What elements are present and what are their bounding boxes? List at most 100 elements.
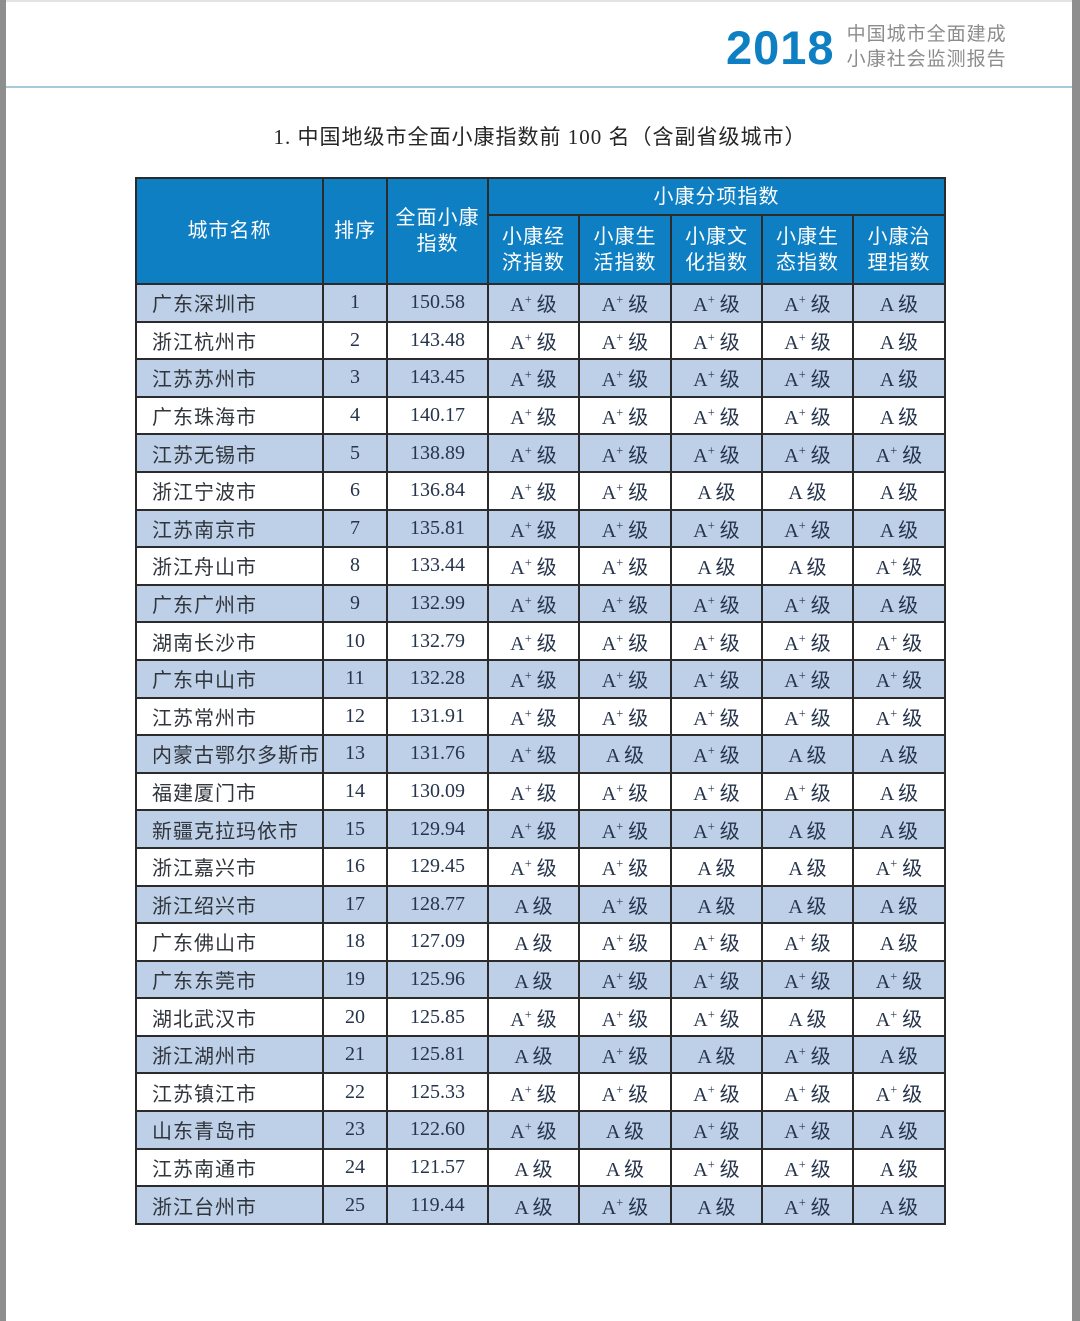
city-cell: 浙江嘉兴市 — [135, 846, 324, 887]
grade-cell: A+ 级 — [487, 809, 580, 849]
grade-cell: A+ 级 — [761, 658, 854, 699]
grade-cell: A+ 级 — [578, 771, 672, 812]
overall-index-cell: 125.85 — [386, 997, 489, 1037]
grade-cell: A+ 级 — [487, 395, 580, 436]
grade-cell: A+ 级 — [578, 884, 672, 925]
city-cell: 新疆克拉玛依市 — [135, 809, 324, 849]
grade-cell: A+ 级 — [487, 846, 580, 887]
grade-cell: A+ 级 — [578, 959, 672, 1000]
grade-cell: A+ 级 — [487, 583, 580, 624]
grade-cell: A+ 级 — [487, 433, 580, 473]
grade-cell: A+ 级 — [670, 922, 763, 962]
grade-cell: A 级 — [851, 395, 947, 436]
city-cell: 浙江绍兴市 — [135, 884, 324, 925]
grade-cell: A+ 级 — [487, 470, 580, 511]
city-cell: 江苏苏州市 — [135, 358, 324, 398]
city-cell: 广东佛山市 — [135, 922, 324, 962]
rank-cell: 13 — [322, 734, 388, 774]
grade-cell: A+ 级 — [578, 621, 672, 661]
table-row: 江苏无锡市 5 138.89 A+ 级 A+ 级 A+ 级 A+ 级 A+ 级 — [135, 433, 947, 473]
grade-cell: A+ 级 — [578, 470, 672, 511]
grade-cell: A+ 级 — [670, 696, 763, 737]
grade-cell: A+ 级 — [851, 997, 947, 1037]
city-cell: 福建厦门市 — [135, 771, 324, 812]
rank-cell: 18 — [322, 922, 388, 962]
grade-cell: A+ 级 — [761, 771, 854, 812]
grade-cell: A 级 — [851, 1034, 947, 1075]
grade-cell: A 级 — [487, 922, 580, 962]
rank-cell: 24 — [322, 1147, 388, 1188]
grade-cell: A 级 — [761, 734, 854, 774]
rank-cell: 11 — [322, 658, 388, 699]
grade-cell: A 级 — [851, 508, 947, 549]
grade-cell: A+ 级 — [670, 433, 763, 473]
report-brand: 2018 中国城市全面建成 小康社会监测报告 — [726, 22, 1007, 72]
overall-index-cell: 119.44 — [386, 1185, 489, 1225]
grade-cell: A+ 级 — [851, 959, 947, 1000]
grade-cell: A+ 级 — [670, 809, 763, 849]
grade-cell: A+ 级 — [670, 771, 763, 812]
grade-cell: A 级 — [851, 1147, 947, 1188]
grade-cell: A+ 级 — [578, 809, 672, 849]
grade-cell: A 级 — [670, 846, 763, 887]
rank-cell: 25 — [322, 1185, 388, 1225]
overall-index-cell: 138.89 — [386, 433, 489, 473]
grade-cell: A+ 级 — [761, 1185, 854, 1225]
table-title: 1. 中国地级市全面小康指数前 100 名（含副省级城市） — [273, 125, 807, 149]
city-cell: 湖南长沙市 — [135, 621, 324, 661]
grade-cell: A+ 级 — [670, 621, 763, 661]
city-cell: 江苏无锡市 — [135, 433, 324, 473]
table-row: 湖南长沙市 10 132.79 A+ 级 A+ 级 A+ 级 A+ 级 A+ 级 — [135, 621, 947, 661]
overall-index-cell: 132.28 — [386, 658, 489, 699]
grade-cell: A 级 — [670, 546, 763, 586]
col-header-culture: 小康文 化指数 — [670, 214, 763, 285]
rank-cell: 2 — [322, 320, 388, 361]
grade-cell: A+ 级 — [487, 771, 580, 812]
grade-cell: A+ 级 — [761, 320, 854, 361]
city-cell: 浙江舟山市 — [135, 546, 324, 586]
grade-cell: A+ 级 — [487, 734, 580, 774]
grade-cell: A+ 级 — [487, 508, 580, 549]
table-header-sub-row: 小康经 济指数 小康生 活指数 小康文 化指数 小康生 态指数 小康治 理指数 — [136, 214, 947, 285]
grade-cell: A+ 级 — [670, 283, 763, 323]
overall-index-cell: 132.99 — [386, 583, 489, 624]
grade-cell: A+ 级 — [487, 1110, 580, 1150]
city-cell: 广东珠海市 — [135, 395, 324, 436]
grade-cell: A 级 — [761, 846, 854, 887]
col-header-overall: 全面小康 指数 — [386, 177, 489, 285]
table-row: 江苏镇江市 22 125.33 A+ 级 A+ 级 A+ 级 A+ 级 A+ 级 — [135, 1072, 947, 1113]
grade-cell: A 级 — [851, 809, 947, 849]
overall-index-cell: 143.48 — [386, 320, 489, 361]
rank-cell: 19 — [322, 959, 388, 1000]
overall-index-cell: 121.57 — [386, 1147, 489, 1188]
grade-cell: A+ 级 — [487, 320, 580, 361]
grade-cell: A+ 级 — [578, 358, 672, 398]
grade-cell: A+ 级 — [670, 997, 763, 1037]
overall-index-cell: 122.60 — [386, 1110, 489, 1150]
rank-cell: 16 — [322, 846, 388, 887]
overall-index-cell: 129.94 — [386, 809, 489, 849]
rank-cell: 14 — [322, 771, 388, 812]
city-cell: 广东中山市 — [135, 658, 324, 699]
table-row: 广东东莞市 19 125.96 A 级 A+ 级 A+ 级 A+ 级 A+ 级 — [135, 959, 947, 1000]
col-header-economy: 小康经 济指数 — [487, 214, 580, 285]
grade-cell: A 级 — [670, 1185, 763, 1225]
grade-cell: A+ 级 — [670, 734, 763, 774]
grade-cell: A 级 — [851, 320, 947, 361]
grade-cell: A 级 — [851, 1185, 947, 1225]
grade-cell: A 级 — [851, 470, 947, 511]
grade-cell: A+ 级 — [670, 959, 763, 1000]
ranking-table: 城市名称 排序 全面小康 指数 小康分项指数 小康经 济指数 小康生 活指数 小… — [135, 177, 947, 1225]
grade-cell: A+ 级 — [670, 1110, 763, 1150]
grade-cell: A+ 级 — [670, 358, 763, 398]
overall-index-cell: 125.81 — [386, 1034, 489, 1075]
